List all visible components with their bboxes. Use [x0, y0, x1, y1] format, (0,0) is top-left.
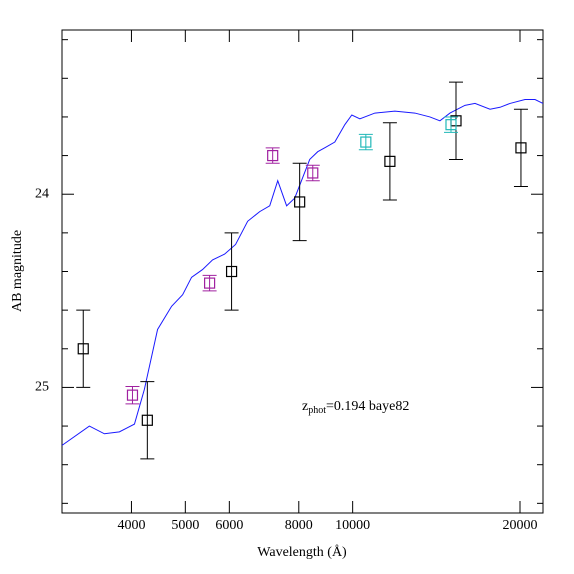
- annotation-sub: phot: [308, 405, 326, 416]
- data-point: [141, 414, 153, 426]
- data-point: [294, 196, 306, 208]
- data-point: [515, 142, 527, 154]
- data-point: [360, 136, 372, 148]
- error-bar: [224, 232, 239, 311]
- x-tick-label: 6000: [215, 518, 243, 533]
- x-tick-label: 4000: [117, 518, 145, 533]
- annotation-rest: =0.194 baye82: [326, 399, 409, 414]
- template-line: [61, 99, 544, 446]
- error-bar: [140, 381, 155, 460]
- data-point: [77, 343, 89, 355]
- y-axis-label: AB magnitude: [10, 230, 25, 312]
- plot-frame: [61, 29, 544, 514]
- y-tick-label: 25: [35, 380, 49, 395]
- annotation: zphot=0.194 baye82: [302, 399, 409, 416]
- data-point: [126, 389, 139, 401]
- y-tick-label: 24: [35, 186, 49, 201]
- x-tick-label: 10000: [335, 518, 370, 533]
- data-point: [445, 119, 457, 131]
- data-point: [307, 167, 319, 179]
- x-tick-label: 5000: [171, 518, 199, 533]
- error-bar: [513, 108, 528, 187]
- error-bar: [292, 162, 307, 242]
- error-bar: [382, 122, 397, 201]
- data-point: [203, 277, 216, 289]
- annotation-z: z: [302, 399, 308, 414]
- x-tick-label: 8000: [285, 518, 313, 533]
- x-tick-label: 20000: [502, 518, 537, 533]
- data-point: [384, 155, 396, 167]
- data-point: [267, 149, 279, 162]
- data-point: [225, 265, 238, 278]
- x-axis-label: Wavelength (Å): [257, 544, 347, 560]
- error-bar: [125, 385, 140, 405]
- error-bar: [76, 309, 91, 388]
